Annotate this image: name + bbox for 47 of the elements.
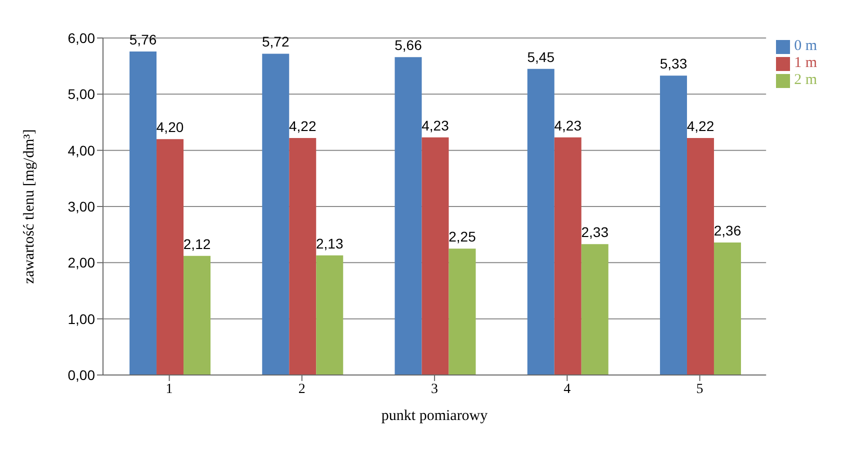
legend-label: 2 m <box>794 72 817 88</box>
bar <box>660 76 687 375</box>
x-axis-title: punkt pomiarowy <box>381 408 488 424</box>
bar <box>527 68 554 375</box>
bar <box>686 138 714 375</box>
data-label: 5,72 <box>262 34 290 50</box>
x-tick-label: 1 <box>166 382 173 397</box>
y-tick-label: 0,00 <box>68 366 96 383</box>
data-label: 4,20 <box>156 119 184 136</box>
y-tick-label: 6,00 <box>68 30 96 46</box>
x-tick-label: 4 <box>564 382 571 397</box>
bar <box>422 137 449 375</box>
bar <box>289 138 316 375</box>
x-tick-label: 5 <box>696 382 704 397</box>
data-label: 5,66 <box>394 37 422 54</box>
data-label: 4,22 <box>686 118 714 134</box>
data-label: 4,23 <box>422 117 450 134</box>
data-label: 5,45 <box>527 48 555 65</box>
data-label: 4,22 <box>289 118 316 134</box>
data-label: 5,33 <box>660 56 688 72</box>
y-tick-label: 2,00 <box>68 254 96 271</box>
legend-label: 0 m <box>794 38 817 54</box>
x-tick-label: 2 <box>298 382 306 397</box>
bar <box>184 256 211 375</box>
data-label: 2,36 <box>714 222 742 238</box>
bar <box>156 139 184 375</box>
y-axis-title: zawartość tlenu [mg/dm³] <box>21 129 38 284</box>
bar <box>448 248 476 375</box>
bar <box>130 51 157 375</box>
legend-label: 1 m <box>794 55 817 71</box>
data-label: 2,33 <box>581 224 609 240</box>
y-tick-label: 1,00 <box>68 310 96 327</box>
y-tick-label: 5,00 <box>68 86 96 102</box>
y-tick-label: 4,00 <box>68 142 96 158</box>
bar <box>394 57 422 375</box>
data-label: 2,25 <box>448 228 476 245</box>
data-label: 4,23 <box>554 117 582 134</box>
data-label: 2,13 <box>316 235 344 252</box>
bar <box>581 244 608 375</box>
bar <box>714 242 741 375</box>
x-tick-label: 3 <box>431 382 438 397</box>
bar <box>316 255 344 375</box>
bar <box>554 137 582 375</box>
data-label: 5,76 <box>129 31 157 48</box>
data-label: 2,12 <box>183 236 211 252</box>
bar <box>262 54 290 375</box>
y-tick-label: 3,00 <box>68 198 96 214</box>
